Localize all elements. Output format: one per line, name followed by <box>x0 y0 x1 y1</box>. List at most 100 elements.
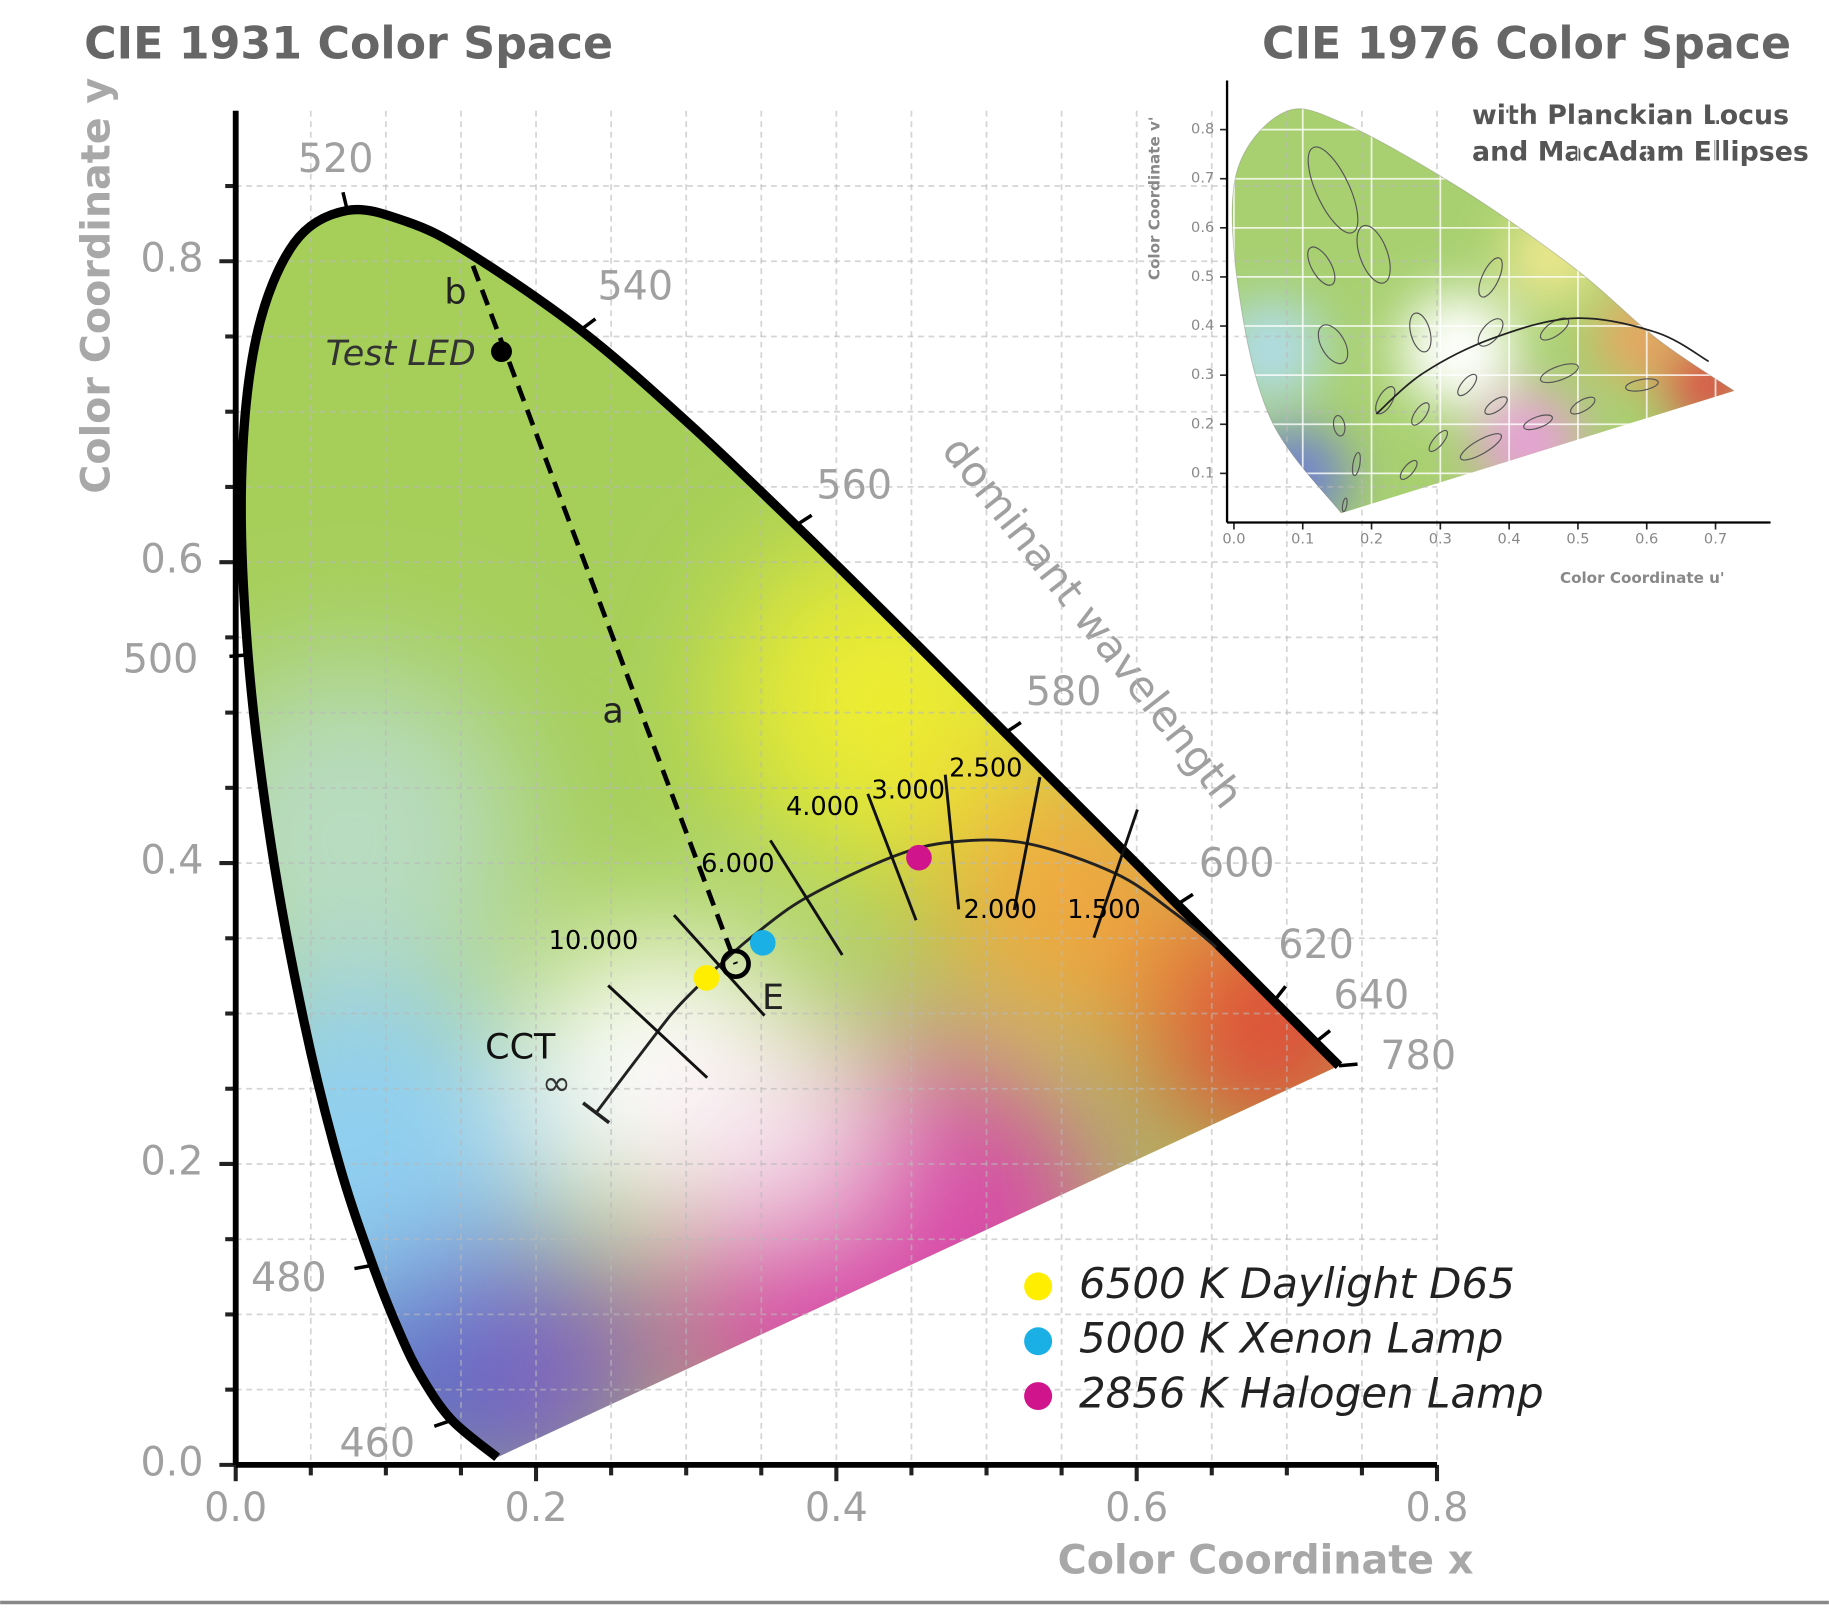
wavelength-label: 780 <box>1380 1033 1456 1079</box>
wavelength-tick <box>1176 892 1194 906</box>
blob <box>1597 297 1680 380</box>
test-led-label: Test LED <box>326 334 476 374</box>
wavelength-tick <box>229 653 249 659</box>
x-tick-label: 0.7 <box>1704 530 1727 547</box>
wavelength-tick <box>433 1418 453 1428</box>
cct-end-tick <box>582 1101 611 1125</box>
wavelength-label: 520 <box>298 136 374 182</box>
y-axis-label: Color Coordinate y <box>74 78 120 494</box>
y-tick-label: 0.5 <box>1191 268 1214 285</box>
isotherm <box>672 914 766 1017</box>
macadam-ellipse <box>1569 396 1596 415</box>
isotherm-label: 6.000 <box>701 849 774 879</box>
blob <box>1399 291 1517 409</box>
y-tick-label: 0.3 <box>1191 366 1214 383</box>
macadam-ellipse <box>1428 429 1449 453</box>
line-label: a <box>602 692 623 732</box>
line-label: b <box>444 273 466 313</box>
x-tick-label: 0.0 <box>1222 530 1245 547</box>
isotherm <box>769 839 844 956</box>
chart-subtitle: with Planckian Locus <box>1472 100 1789 131</box>
isotherm-label: 2.500 <box>949 754 1022 784</box>
y-tick-label: 0.2 <box>1191 415 1214 432</box>
x-tick-label: 0.1 <box>1291 530 1314 547</box>
legend-label: 2856 K Halogen Lamp <box>1079 1369 1544 1418</box>
legend-label: 6500 K Daylight D65 <box>1079 1259 1515 1308</box>
y-tick-label: 0.4 <box>1191 317 1214 334</box>
blob <box>664 1014 875 1225</box>
chart-subtitle: and MacAdam Ellipses <box>1472 136 1809 167</box>
spectral-locus <box>1231 108 1735 514</box>
wavelength-label: 620 <box>1278 922 1354 968</box>
y-tick-label: 0.0 <box>140 1439 203 1485</box>
y-axis-label: Color Coordinate v' <box>1145 116 1163 280</box>
blob <box>1475 390 1581 496</box>
macadam-ellipse <box>1625 378 1659 392</box>
wavelength-tick <box>354 1263 374 1271</box>
spectral-locus <box>236 204 1343 1461</box>
x-tick-label: 0.2 <box>505 1485 568 1531</box>
macadam-ellipse <box>1409 312 1432 353</box>
y-tick-label: 0.4 <box>140 838 203 884</box>
cct-label: CCT <box>485 1028 556 1068</box>
wavelength-tick <box>1338 1062 1358 1068</box>
macadam-ellipse <box>1317 324 1349 365</box>
isotherm-label: 10.000 <box>549 926 639 956</box>
white-point <box>720 948 751 980</box>
macadam-ellipse <box>1539 317 1570 341</box>
wavelength-tick <box>795 513 813 527</box>
chart-title: CIE 1931 Color Space <box>84 19 613 70</box>
wavelength-label: 600 <box>1199 840 1275 886</box>
x-tick-label: 0.8 <box>1405 1485 1468 1531</box>
wavelength-label: 480 <box>251 1255 327 1301</box>
y-tick-label: 0.1 <box>1191 464 1214 481</box>
wavelength-tick <box>1272 985 1287 1003</box>
point <box>693 965 720 991</box>
wavelength-tick <box>1004 721 1022 735</box>
x-tick-label: 0.2 <box>1360 530 1383 547</box>
x-tick-label: 0.4 <box>805 1485 868 1531</box>
x-axis-label: Color Coordinate u' <box>1560 569 1725 587</box>
x-axis-label: Color Coordinate x <box>1058 1537 1474 1583</box>
macadam-ellipse <box>1477 318 1504 347</box>
macadam-ellipse <box>1478 257 1503 298</box>
white-point-label: E <box>762 978 784 1018</box>
legend-marker <box>1024 1382 1053 1411</box>
x-tick-label: 0.0 <box>204 1485 267 1531</box>
x-tick-label: 0.6 <box>1105 1485 1168 1531</box>
y-tick-label: 0.8 <box>140 236 203 282</box>
wavelength-label: 560 <box>816 462 892 508</box>
cct-infinity: ∞ <box>542 1064 571 1104</box>
isotherm-label: 1.500 <box>1067 895 1140 925</box>
macadam-ellipse <box>1411 402 1430 426</box>
point <box>749 929 776 956</box>
isotherm-label: 4.000 <box>786 792 859 822</box>
macadam-ellipse <box>1484 396 1508 415</box>
macadam-ellipse <box>1307 246 1336 286</box>
isotherm <box>1092 809 1139 939</box>
y-tick-label: 0.6 <box>140 537 203 583</box>
blob <box>1667 344 1735 426</box>
dominant-line <box>470 264 738 965</box>
chart-title: CIE 1976 Color Space <box>1262 19 1791 70</box>
blob <box>1242 425 1348 514</box>
macadam-ellipse <box>1459 433 1503 461</box>
legend-label: 5000 K Xenon Lamp <box>1079 1314 1503 1363</box>
macadam-ellipse <box>1307 146 1359 234</box>
macadam-ellipse <box>1539 363 1579 384</box>
x-tick-label: 0.6 <box>1635 530 1658 547</box>
x-tick-label: 0.3 <box>1429 530 1452 547</box>
isotherm-label: 3.000 <box>872 776 945 806</box>
x-tick-label: 0.5 <box>1566 530 1589 547</box>
macadam-ellipse <box>1356 224 1391 284</box>
y-tick-label: 0.2 <box>140 1138 203 1184</box>
macadam-ellipse <box>1341 497 1348 513</box>
macadam-ellipse <box>1332 414 1346 437</box>
test-led-point <box>491 341 512 363</box>
isotherm <box>607 984 709 1079</box>
isotherm <box>1012 776 1042 911</box>
y-tick-label: 0.6 <box>1191 219 1214 236</box>
legend-marker <box>1024 1272 1053 1301</box>
